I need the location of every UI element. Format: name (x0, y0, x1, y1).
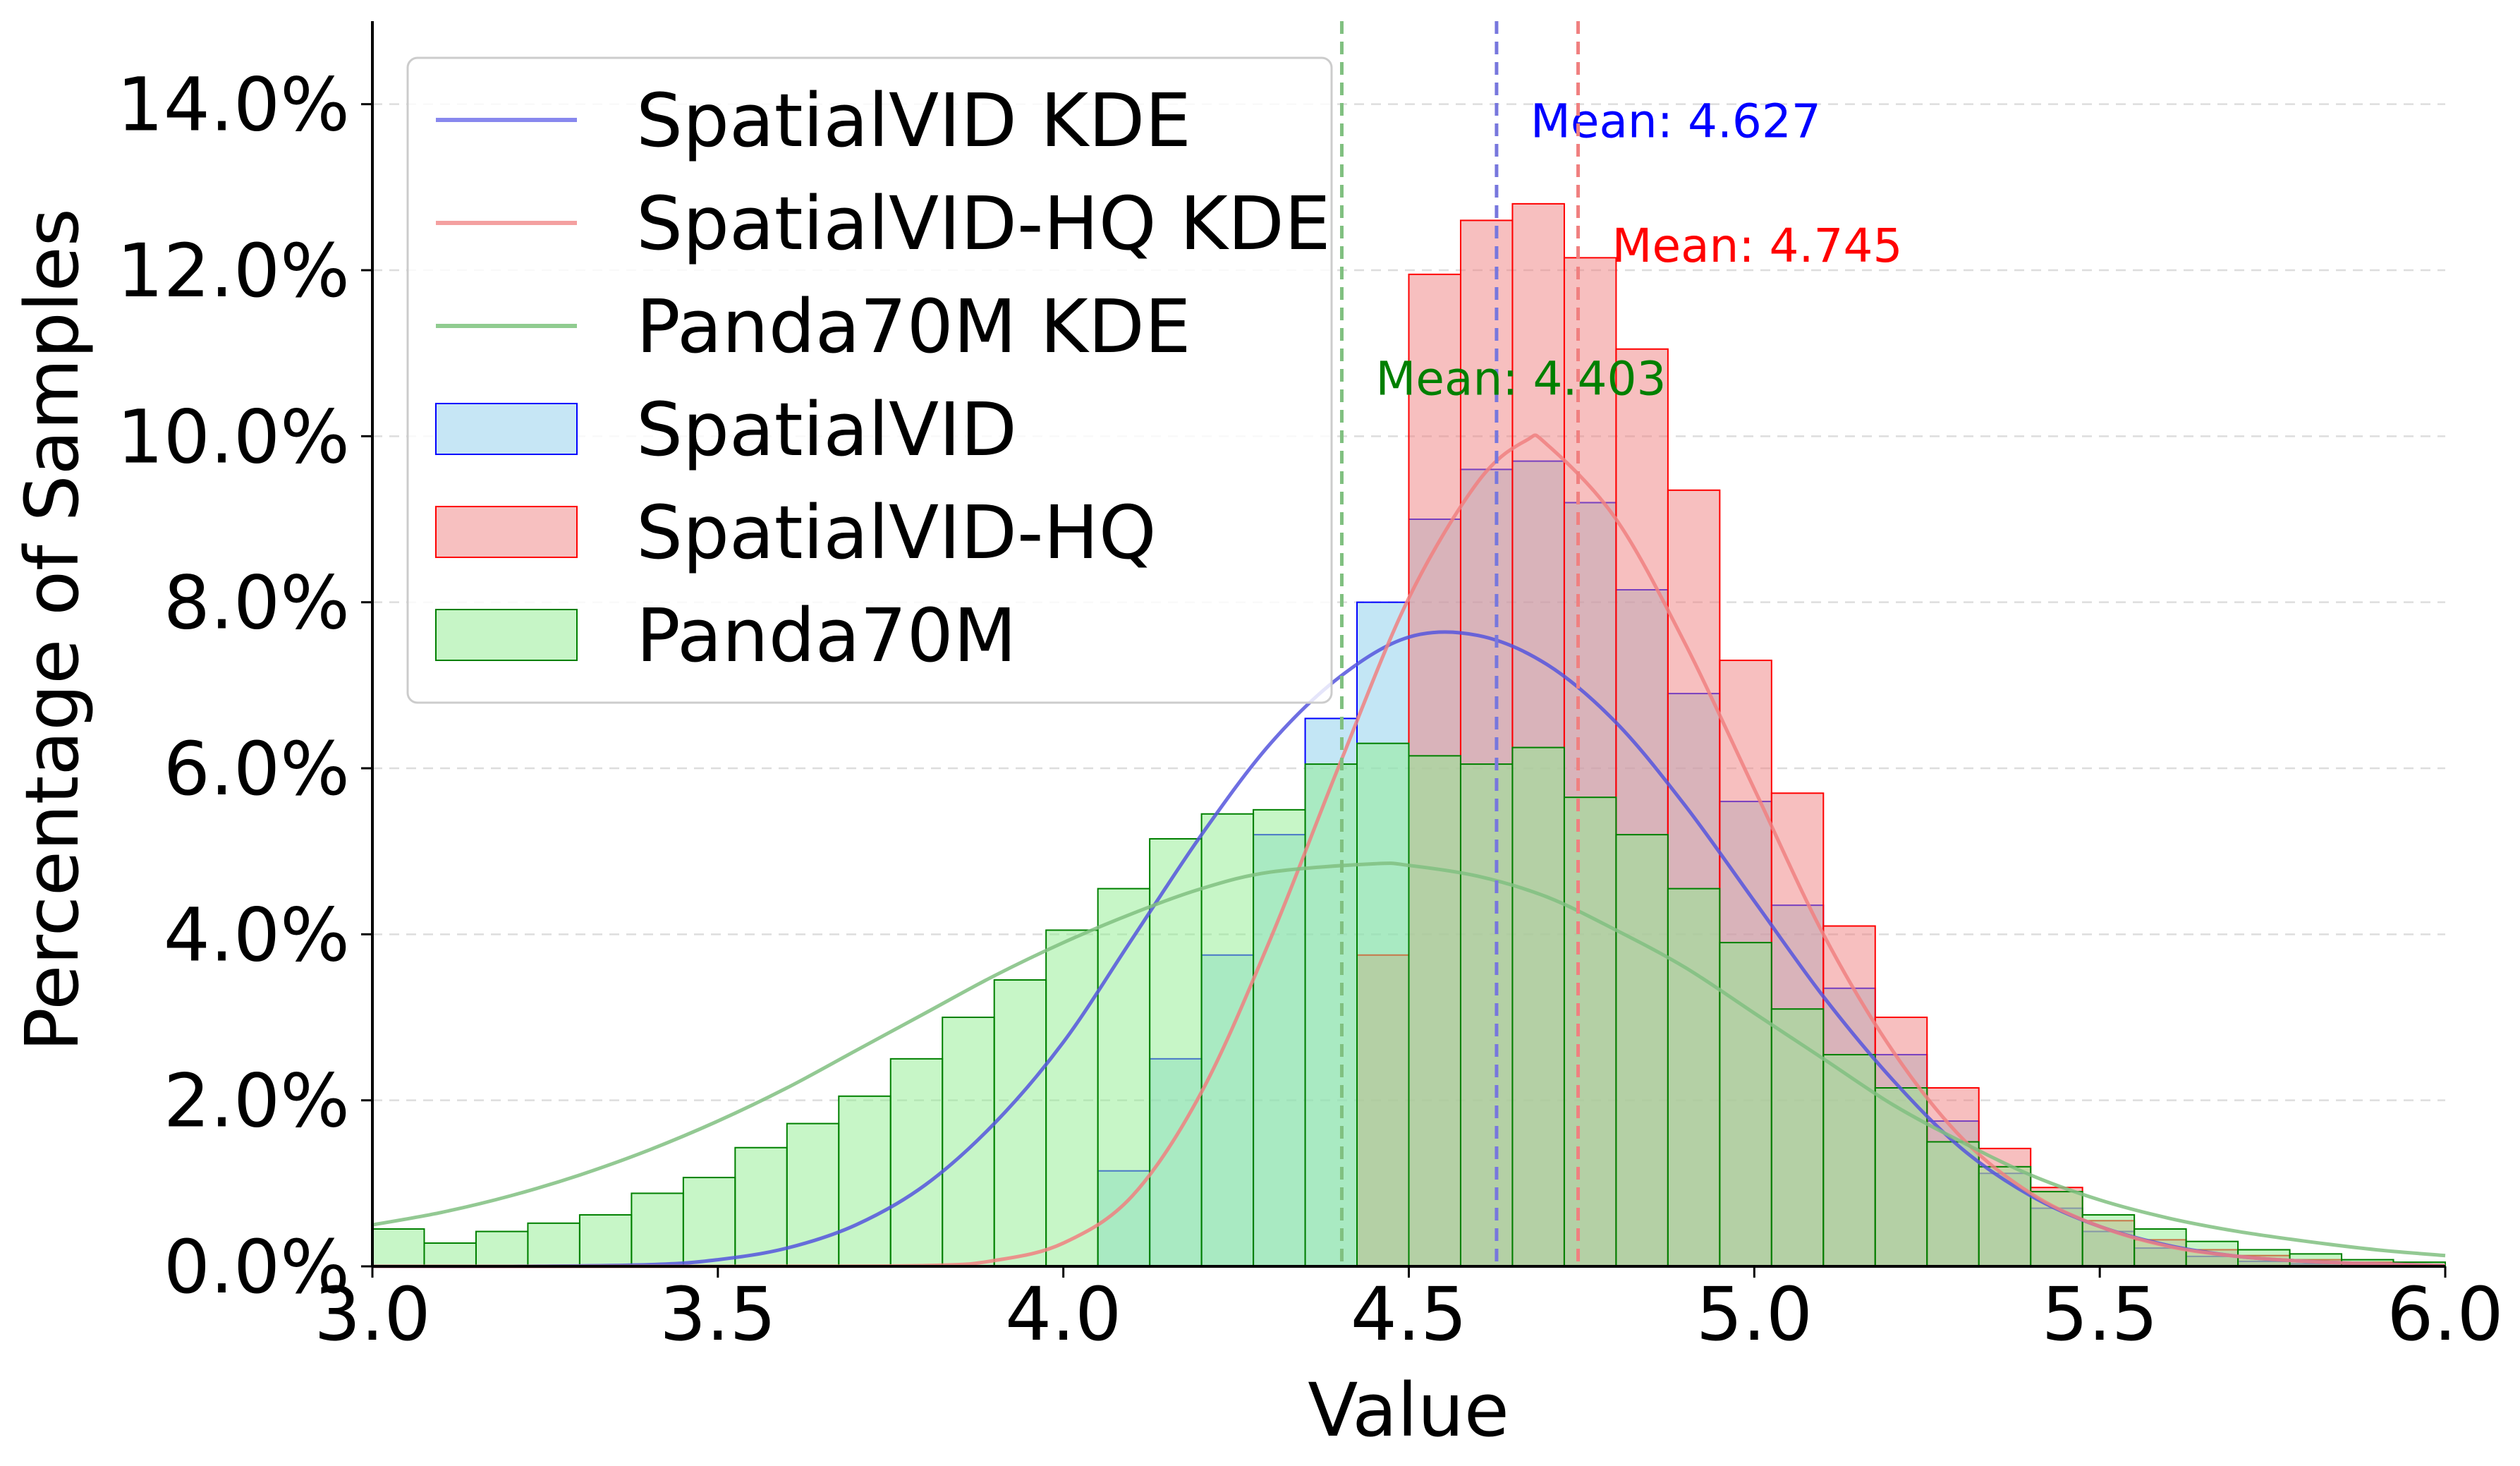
bar (2030, 1191, 2083, 1267)
y-tick-label: 14.0% (117, 62, 350, 148)
bar (631, 1192, 684, 1268)
bar (1874, 1087, 1928, 1268)
x-tick-label: 4.0 (1005, 1271, 1121, 1357)
bar (889, 1058, 944, 1268)
legend-label: Panda70M (636, 593, 1017, 679)
bar (1045, 929, 1099, 1267)
bar (682, 1177, 736, 1268)
bar (1511, 746, 1565, 1268)
bar (1253, 808, 1306, 1268)
bar (838, 1095, 891, 1267)
panda70m-kde-curve (372, 861, 2446, 1258)
x-axis-label: Value (1308, 1367, 1509, 1453)
x-tick-label: 5.5 (2041, 1271, 2157, 1357)
mean-label: Mean: 4.745 (1612, 219, 1903, 273)
legend-item-panda70m: Panda70M (435, 593, 1017, 679)
y-tick-label: 2.0% (164, 1058, 350, 1144)
legend-item-spatialvid-hq: SpatialVID-HQ (435, 490, 1157, 576)
bar (1978, 1165, 2032, 1268)
y-tick-label: 12.0% (117, 228, 350, 314)
bar (1926, 1141, 1980, 1267)
x-tick-label: 3.0 (314, 1271, 430, 1357)
x-tick-label: 3.5 (659, 1271, 776, 1357)
bar (1356, 742, 1410, 1267)
legend-item-panda70m-kde: Panda70M KDE (436, 284, 1191, 370)
legend: SpatialVID KDE SpatialVID-HQ KDE Panda70M … (406, 56, 1333, 704)
bar (1408, 755, 1461, 1267)
bar (423, 1242, 477, 1268)
legend-label: SpatialVID KDE (636, 78, 1191, 164)
bar (1149, 838, 1203, 1268)
bar (1615, 834, 1669, 1267)
panda70m-bars (372, 742, 2446, 1268)
bar (1770, 1008, 1825, 1267)
x-tick-label: 4.5 (1351, 1271, 1467, 1357)
legend-frame (406, 56, 1333, 704)
bar (993, 979, 1047, 1268)
legend-label: SpatialVID-HQ KDE (636, 181, 1331, 267)
kde-curves (372, 433, 2446, 1268)
y-tick-label: 0.0% (164, 1224, 350, 1310)
legend-patch-swatch (435, 506, 578, 558)
bar (1097, 888, 1151, 1268)
legend-item-spatialvid: SpatialVID (435, 387, 1017, 473)
legend-label: SpatialVID-HQ (636, 490, 1157, 576)
bar (1304, 763, 1358, 1268)
y-tick-label: 8.0% (164, 560, 350, 646)
bar (734, 1146, 788, 1268)
legend-patch-swatch (435, 403, 578, 455)
bar (942, 1017, 995, 1267)
bar (1563, 796, 1617, 1267)
bar (578, 1214, 633, 1267)
axis-ticks: 3.0 3.5 4.0 4.5 5.0 5.5 6.0 0.0% 2.0% 4.0% 6.0% 8.0… (117, 62, 2504, 1357)
legend-label: Panda70M KDE (636, 284, 1191, 370)
bar (372, 1228, 425, 1268)
mean-label: Mean: 4.627 (1530, 95, 1821, 149)
legend-label: SpatialVID (636, 387, 1017, 473)
y-axis-label: Percentage of Samples (9, 208, 95, 1052)
legend-patch-swatch (435, 609, 578, 661)
bar (1719, 942, 1772, 1267)
spatialvid-hq-kde-curve (372, 433, 2446, 1268)
mean-lines: Mean: 4.627 Mean: 4.745 Mean: 4.403 (1339, 21, 1903, 1266)
y-tick-label: 4.0% (164, 892, 350, 978)
x-tick-label: 6.0 (2387, 1271, 2503, 1357)
x-tick-label: 5.0 (1696, 1271, 1813, 1357)
bar (475, 1230, 529, 1267)
bar (1459, 763, 1514, 1268)
legend-item-spatialvid-hq-kde: SpatialVID-HQ KDE (436, 181, 1331, 267)
mean-label: Mean: 4.403 (1375, 352, 1666, 406)
bar (527, 1222, 580, 1268)
y-tick-label: 6.0% (164, 726, 350, 812)
bar (1667, 888, 1721, 1268)
y-tick-label: 10.0% (117, 394, 350, 480)
legend-item-spatialvid-kde: SpatialVID KDE (436, 78, 1191, 164)
